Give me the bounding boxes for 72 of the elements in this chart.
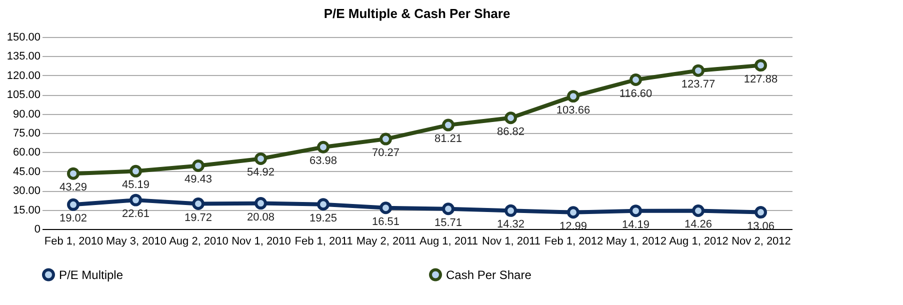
point xyxy=(754,59,767,72)
x-tick-label: May 3, 2010 xyxy=(106,236,167,248)
point xyxy=(192,159,204,172)
x-tick-label: May 1, 2012 xyxy=(606,236,667,248)
data-label: 19.72 xyxy=(184,212,212,224)
data-label: 116.60 xyxy=(619,88,652,100)
point xyxy=(380,202,392,214)
data-label: 14.19 xyxy=(622,218,650,231)
y-tick-label: 75.00 xyxy=(12,128,40,140)
data-label: 63.98 xyxy=(309,155,338,168)
point xyxy=(442,118,454,132)
x-tick-label: Nov 2, 2012 xyxy=(732,236,791,248)
point xyxy=(317,198,330,211)
y-tick-label: 60.00 xyxy=(12,146,40,159)
data-label: 103.66 xyxy=(556,104,590,116)
point xyxy=(567,206,580,219)
data-label: 81.21 xyxy=(434,133,462,146)
data-label: 86.82 xyxy=(496,126,525,138)
x-tick-label: Aug 1, 2011 xyxy=(419,236,478,248)
data-label: 20.08 xyxy=(246,211,275,224)
point xyxy=(504,204,517,217)
point xyxy=(192,198,204,210)
y-tick-label: 135.00 xyxy=(6,50,40,63)
data-label: 14.26 xyxy=(684,218,712,231)
point xyxy=(254,197,267,210)
data-label: 127.88 xyxy=(744,73,778,86)
data-label: 22.61 xyxy=(122,208,150,220)
point xyxy=(630,204,642,218)
legend-label: P/E Multiple xyxy=(59,268,124,282)
y-tick-label: 45.00 xyxy=(12,166,40,178)
x-tick-label: Nov 1, 2011 xyxy=(482,236,541,248)
point xyxy=(442,202,454,216)
point xyxy=(567,90,580,103)
y-tick-label: 90.00 xyxy=(12,108,40,120)
point xyxy=(67,167,80,180)
data-label: 49.43 xyxy=(184,174,212,186)
point xyxy=(754,206,767,219)
y-tick-label: 150.00 xyxy=(6,32,40,44)
data-label: 45.19 xyxy=(122,179,150,192)
chart-title: P/E Multiple & Cash Per Share xyxy=(324,6,510,21)
y-tick-label: 120.00 xyxy=(6,70,40,82)
y-tick-label: 105.00 xyxy=(6,89,40,102)
x-tick-label: Nov 1, 2010 xyxy=(232,236,291,248)
data-label: 15.71 xyxy=(434,216,462,229)
x-tick-label: May 2, 2011 xyxy=(356,236,416,248)
x-tick-label: Aug 2, 2010 xyxy=(169,236,228,248)
point xyxy=(692,204,704,217)
legend-label: Cash Per Share xyxy=(446,268,532,282)
data-label: 14.32 xyxy=(496,218,525,231)
data-label: 54.92 xyxy=(246,166,275,179)
data-label: 123.77 xyxy=(681,78,716,91)
data-label: 19.02 xyxy=(59,212,88,225)
point xyxy=(630,74,642,86)
point xyxy=(130,194,142,206)
point xyxy=(504,112,517,124)
y-tick-label: 15.00 xyxy=(12,204,40,216)
data-label: 43.29 xyxy=(59,182,88,194)
x-tick-label: Feb 1, 2010 xyxy=(44,236,104,248)
point xyxy=(67,198,80,211)
point xyxy=(130,164,142,178)
point xyxy=(692,64,704,77)
y-tick-label: 0 xyxy=(34,224,40,236)
x-tick-label: Aug 1, 2012 xyxy=(669,236,728,248)
point xyxy=(317,140,330,154)
data-label: 19.25 xyxy=(309,212,338,224)
x-tick-label: Feb 1, 2012 xyxy=(544,236,604,248)
point xyxy=(254,152,267,165)
y-tick-label: 30.00 xyxy=(12,185,40,198)
data-label: 70.27 xyxy=(372,147,400,160)
point xyxy=(380,132,392,146)
x-tick-label: Feb 1, 2011 xyxy=(294,236,353,248)
data-label: 16.51 xyxy=(372,216,400,228)
